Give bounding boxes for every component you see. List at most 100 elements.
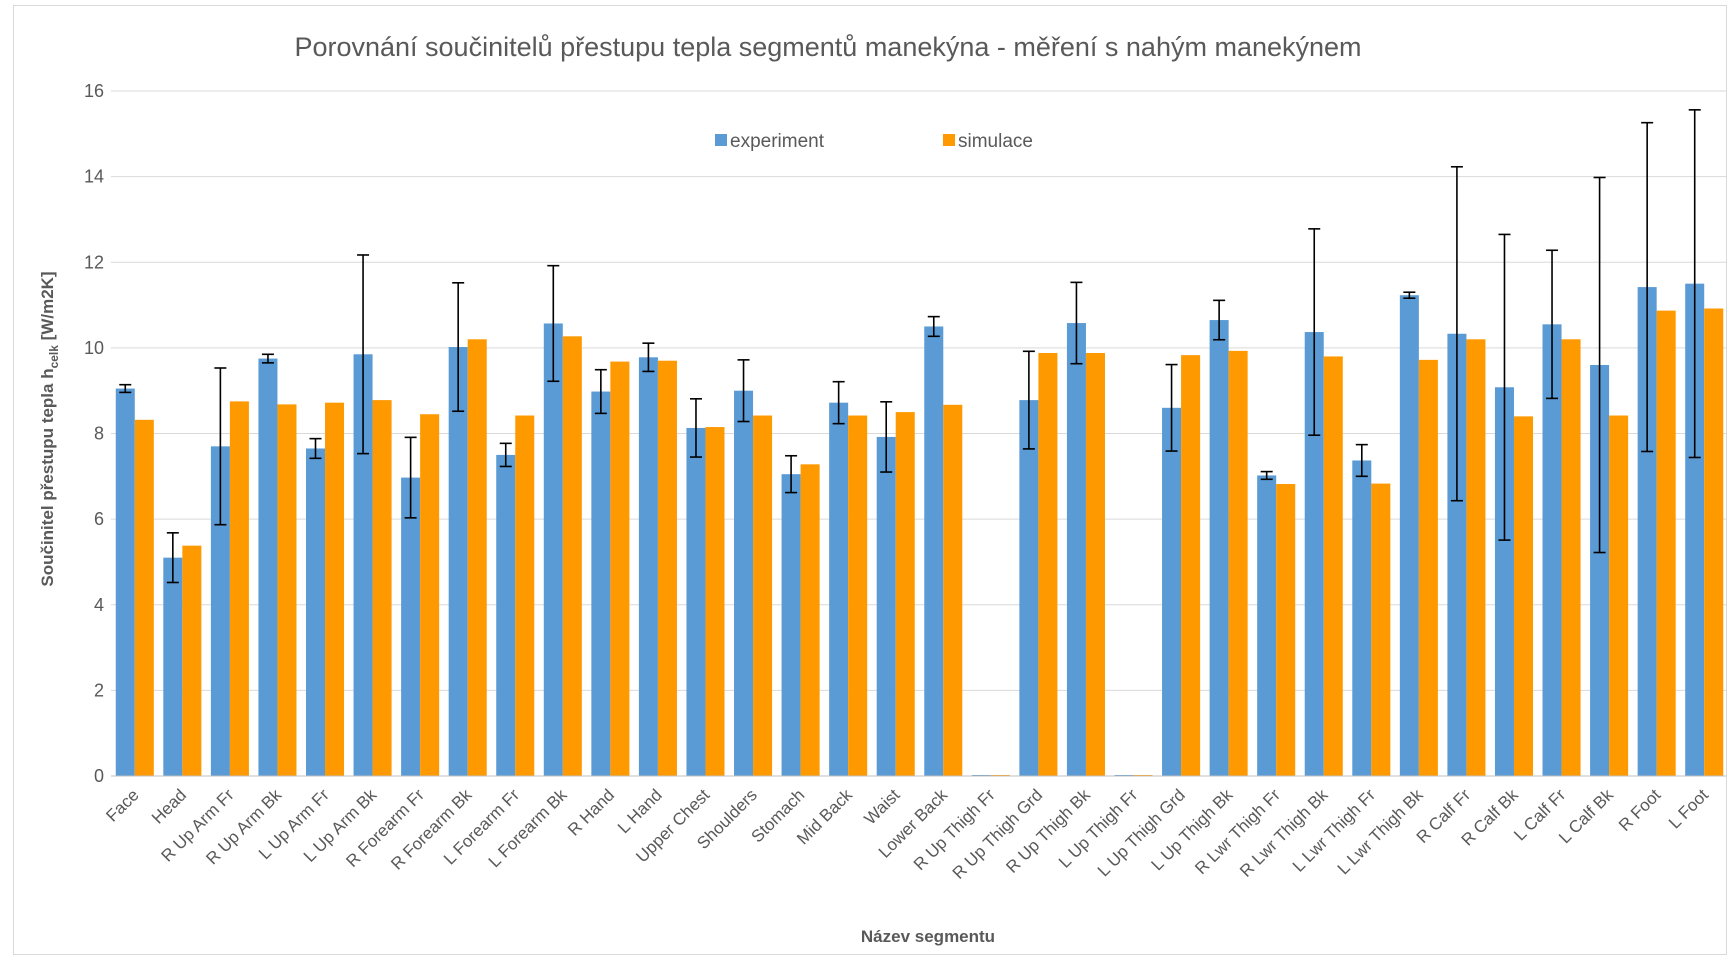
bar-simulace	[134, 419, 154, 776]
x-tick-label: R Hand	[564, 785, 618, 839]
bar-simulace	[848, 415, 868, 776]
bar-simulace	[1085, 353, 1105, 776]
x-tick-label: Waist	[861, 785, 904, 828]
x-tick-label: L Up Thigh Bk	[1148, 785, 1237, 874]
y-tick-label: 2	[94, 680, 104, 700]
y-axis-title-unit: [W/m2K]	[38, 271, 57, 345]
bar-experiment	[115, 388, 135, 776]
y-axis-ticks: 0 2 4 6 8 10 12 14 16	[84, 81, 104, 786]
bar-experiment	[1352, 460, 1372, 776]
bar-simulace	[1276, 484, 1296, 776]
bar-experiment	[638, 357, 658, 776]
bar-simulace	[229, 401, 249, 776]
bar-simulace	[705, 427, 725, 776]
bar-experiment	[1447, 333, 1467, 776]
bar-experiment	[401, 477, 421, 776]
bar-experiment	[1685, 283, 1705, 776]
bar-experiment	[1019, 400, 1039, 776]
bar-simulace	[1418, 359, 1438, 776]
x-tick-label: Face	[102, 785, 142, 825]
bar-experiment	[210, 446, 230, 776]
x-tick-label: L Foot	[1665, 785, 1712, 832]
bar-experiment	[1399, 295, 1419, 776]
x-tick-label: L Lwr Thigh Bk	[1334, 785, 1427, 878]
bar-experiment	[924, 326, 944, 776]
y-axis-title: Součinitel přestupu tepla hcelk [W/m2K]	[38, 271, 61, 586]
legend-swatch-experiment	[715, 134, 727, 146]
chart-frame	[13, 5, 1727, 955]
bar-experiment	[353, 354, 373, 776]
bar-experiment	[1066, 323, 1086, 776]
bar-experiment	[163, 557, 183, 776]
y-tick-label: 0	[94, 766, 104, 786]
bar-simulace	[1323, 356, 1343, 776]
bar-simulace	[610, 361, 630, 776]
bar-experiment	[1494, 387, 1514, 776]
bar-experiment	[686, 427, 706, 776]
bar-experiment	[876, 436, 896, 776]
bar-experiment	[1637, 287, 1657, 776]
bar-experiment	[591, 391, 611, 776]
bar-simulace	[325, 402, 345, 776]
x-tick-label: Head	[148, 785, 190, 827]
bar-simulace	[467, 339, 487, 776]
y-axis-title-subscript: celk	[47, 345, 61, 369]
legend-swatch-simulace	[943, 134, 955, 146]
x-axis-title: Název segmentu	[861, 927, 995, 946]
bar-simulace	[1038, 353, 1058, 776]
bar-experiment	[496, 454, 516, 776]
bar-simulace	[1561, 339, 1581, 776]
bar-experiment	[829, 402, 849, 776]
bar-simulace	[895, 412, 915, 776]
x-tick-label: L Lwr Thigh Fr	[1289, 785, 1380, 876]
bar-simulace	[1466, 339, 1486, 776]
bar-experiment	[305, 448, 326, 776]
bar-simulace	[182, 545, 202, 776]
bar-simulace	[1609, 415, 1629, 776]
error-bars	[119, 109, 1701, 584]
y-tick-label: 12	[84, 252, 104, 272]
bar-simulace	[1371, 483, 1391, 776]
chart-title: Porovnání součinitelů přestupu tepla seg…	[294, 32, 1361, 62]
bar-experiment	[1257, 475, 1277, 776]
legend-label-experiment: experiment	[730, 131, 825, 152]
y-axis-title-main: Součinitel přestupu tepla h	[38, 368, 57, 586]
legend-label-simulace: simulace	[958, 131, 1033, 152]
legend: experiment simulace	[715, 131, 1033, 152]
bar-simulace	[657, 360, 677, 776]
bar-experiment	[1209, 320, 1229, 776]
bar-simulace	[1228, 350, 1248, 776]
bar-simulace	[420, 414, 440, 776]
bar-simulace	[943, 404, 963, 776]
x-tick-label: R Foot	[1615, 785, 1665, 835]
bars	[115, 283, 1724, 776]
bar-simulace	[277, 404, 297, 776]
bar-simulace	[800, 464, 820, 776]
y-tick-label: 16	[84, 81, 104, 101]
bar-experiment	[781, 474, 801, 776]
bar-experiment	[448, 347, 468, 776]
y-tick-label: 14	[84, 167, 104, 187]
bar-experiment	[1162, 407, 1182, 776]
y-tick-label: 8	[94, 424, 104, 444]
bar-experiment	[258, 358, 278, 776]
y-tick-label: 6	[94, 509, 104, 529]
bar-experiment	[734, 390, 754, 776]
y-tick-label: 4	[94, 595, 104, 615]
y-tick-label: 10	[84, 338, 104, 358]
bar-experiment	[543, 323, 563, 776]
x-tick-label: R Up Thigh Bk	[1002, 785, 1094, 877]
bar-simulace	[1704, 308, 1724, 776]
x-tick-label: R Lwr Thigh Fr	[1191, 785, 1284, 878]
bar-experiment	[1304, 332, 1324, 776]
bar-simulace	[1656, 310, 1676, 776]
bar-experiment	[1542, 324, 1562, 776]
bar-experiment	[1590, 365, 1610, 776]
bar-simulace	[515, 415, 535, 776]
bar-simulace	[1181, 355, 1201, 776]
bar-simulace	[372, 400, 392, 776]
bar-simulace	[753, 415, 773, 776]
bar-simulace	[1513, 416, 1534, 776]
